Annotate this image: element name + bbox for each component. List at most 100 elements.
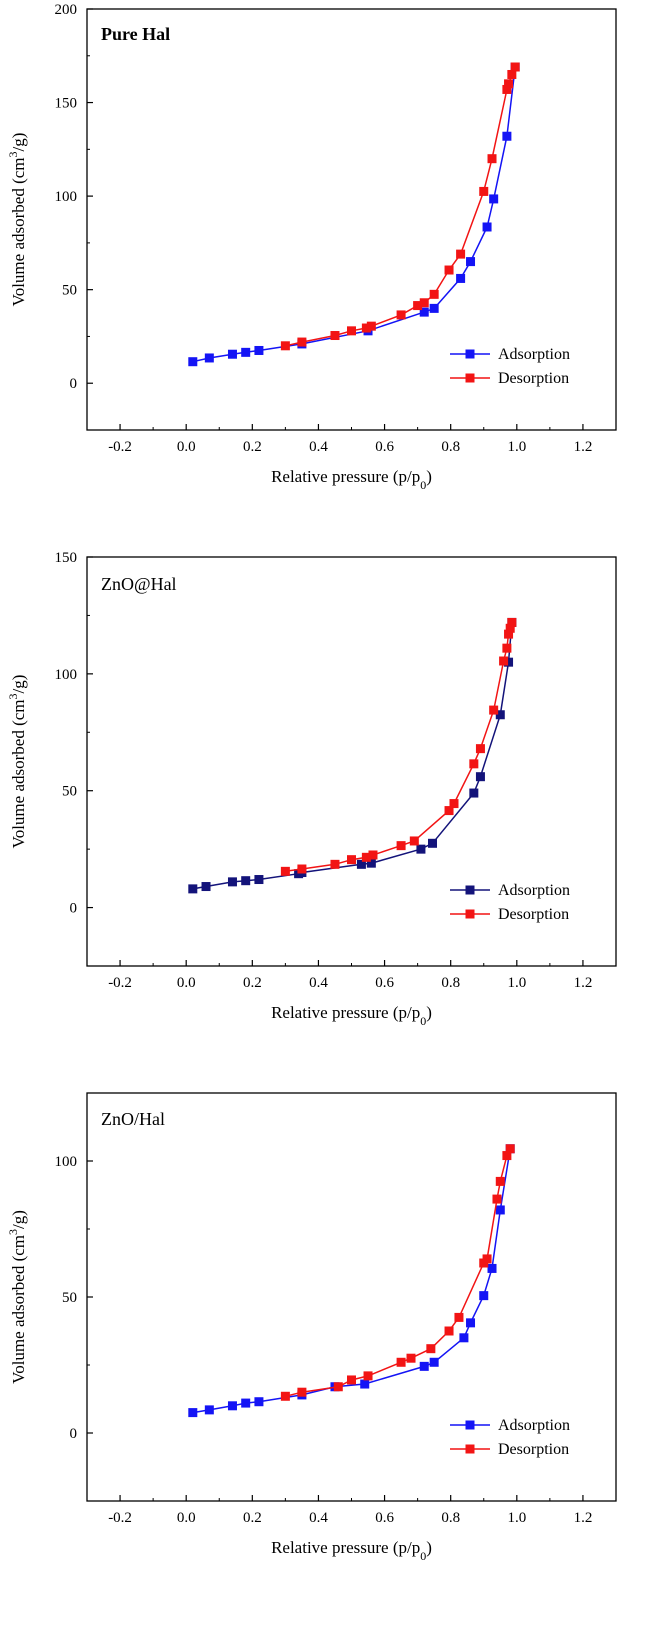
data-point-desorption xyxy=(507,617,517,627)
data-point-desorption xyxy=(507,69,517,79)
y-axis-title-part: Volume adsorbed (cm xyxy=(9,700,28,849)
x-tick-label: 0.4 xyxy=(309,975,328,991)
data-point-desorption xyxy=(297,864,307,874)
x-axis-title-part: ) xyxy=(426,1538,432,1557)
data-point-adsorption xyxy=(466,257,476,267)
data-point-adsorption xyxy=(366,858,376,868)
series-line-adsorption xyxy=(192,622,513,890)
y-tick-label: 50 xyxy=(62,283,77,299)
y-axis-title-part: 3 xyxy=(6,152,20,158)
y-tick-label: 150 xyxy=(55,96,78,112)
data-point-desorption xyxy=(510,62,520,72)
data-point-desorption xyxy=(492,1194,502,1204)
series-line-desorption xyxy=(285,66,516,347)
data-point-adsorption xyxy=(495,1205,505,1215)
data-point-adsorption xyxy=(254,345,264,355)
series-line-desorption xyxy=(285,1148,511,1398)
data-point-adsorption xyxy=(495,710,505,720)
x-tick-label: 0.4 xyxy=(309,1510,328,1526)
data-point-desorption xyxy=(505,623,515,633)
legend-label-desorption: Desorption xyxy=(498,1441,569,1458)
legend-marker-adsorption xyxy=(465,885,475,895)
x-axis-title: Relative pressure (p/p0) xyxy=(271,467,432,492)
data-point-desorption xyxy=(444,1326,454,1336)
data-point-desorption xyxy=(489,705,499,715)
data-point-adsorption xyxy=(227,1401,237,1411)
y-axis-title-part: Volume adsorbed (cm xyxy=(9,1235,28,1384)
x-tick-label: 1.0 xyxy=(507,975,526,991)
chart-panel-1: -0.2 0.0 0.2 0.4 0.6 0.8 1.0 1.2 0 50 100 150 200 Pur… xyxy=(6,2,617,492)
y-axis-title-part: 3 xyxy=(6,694,20,700)
data-point-adsorption xyxy=(429,303,439,313)
x-axis-title-part: 0 xyxy=(420,1014,426,1028)
data-point-desorption xyxy=(361,323,371,333)
series-line-adsorption xyxy=(192,66,516,363)
y-tick-label: 0 xyxy=(70,1426,78,1442)
data-point-adsorption xyxy=(475,772,485,782)
data-point-adsorption xyxy=(188,884,198,894)
data-point-desorption xyxy=(363,1371,373,1381)
data-point-desorption xyxy=(429,289,439,299)
data-point-desorption xyxy=(297,337,307,347)
series-line-adsorption xyxy=(192,1148,511,1414)
y-tick-label: 0 xyxy=(70,901,78,917)
data-point-adsorption xyxy=(428,838,438,848)
x-axis-title-part: Relative pressure (p/p xyxy=(271,1538,420,1557)
x-tick-label: 1.0 xyxy=(507,1510,526,1526)
y-axis-title: Volume adsorbed (cm3/g) xyxy=(6,1210,28,1384)
data-point-desorption xyxy=(413,301,423,311)
data-point-adsorption xyxy=(227,877,237,887)
data-point-desorption xyxy=(502,643,512,653)
data-point-desorption xyxy=(368,850,378,860)
chart-panel-3: -0.2 0.0 0.2 0.4 0.6 0.8 1.0 1.2 0 50 100 ZnO/Hal Re… xyxy=(6,1092,617,1563)
x-tick-label: 0.0 xyxy=(177,975,196,991)
data-point-adsorption xyxy=(419,307,429,317)
data-point-desorption xyxy=(280,341,290,351)
data-point-desorption xyxy=(444,265,454,275)
data-point-adsorption xyxy=(241,347,251,357)
y-axis-title: Volume adsorbed (cm3/g) xyxy=(6,675,28,849)
data-point-desorption xyxy=(487,154,497,164)
data-point-adsorption xyxy=(466,1318,476,1328)
legend-label-desorption: Desorption xyxy=(498,906,569,923)
plot-frame xyxy=(86,556,617,967)
data-point-desorption xyxy=(347,855,356,865)
legend-marker-desorption xyxy=(465,373,475,383)
data-point-desorption xyxy=(419,298,429,308)
legend-label-adsorption: Adsorption xyxy=(498,882,570,899)
data-point-adsorption xyxy=(227,349,237,359)
legend-label-adsorption: Adsorption xyxy=(498,346,570,363)
x-axis-title: Relative pressure (p/p0) xyxy=(271,1538,432,1563)
chart-panel-2: -0.2 0.0 0.2 0.4 0.6 0.8 1.0 1.2 0 50 100 150 ZnO@Ha… xyxy=(6,550,617,1028)
data-point-adsorption xyxy=(241,1398,251,1408)
y-tick-label: 200 xyxy=(55,2,78,18)
legend-marker-desorption xyxy=(465,1444,475,1454)
data-point-adsorption xyxy=(360,1379,370,1389)
x-tick-label: -0.2 xyxy=(108,1510,132,1526)
x-axis-title-part: ) xyxy=(426,467,432,486)
data-point-desorption xyxy=(479,186,489,196)
data-point-adsorption xyxy=(487,1263,497,1273)
data-point-adsorption xyxy=(459,1333,469,1343)
x-tick-label: 0.0 xyxy=(177,1510,196,1526)
data-point-desorption xyxy=(502,1151,512,1161)
legend-marker-desorption xyxy=(465,909,475,919)
data-point-adsorption xyxy=(504,657,514,667)
data-point-desorption xyxy=(333,1382,343,1392)
x-tick-label: 0.6 xyxy=(375,439,394,455)
data-point-adsorption xyxy=(469,788,479,798)
data-point-desorption xyxy=(280,866,290,876)
data-point-desorption xyxy=(449,799,459,809)
data-point-adsorption xyxy=(241,876,251,886)
data-point-adsorption xyxy=(204,353,214,363)
data-point-desorption xyxy=(330,331,340,341)
y-tick-label: 100 xyxy=(55,189,78,205)
x-tick-label: 0.8 xyxy=(441,975,460,991)
x-tick-label: 1.0 xyxy=(507,439,526,455)
data-point-desorption xyxy=(502,84,512,94)
x-tick-label: 1.2 xyxy=(574,439,593,455)
data-point-desorption xyxy=(366,321,376,331)
x-axis-title-part: 0 xyxy=(420,478,426,492)
plot-frame xyxy=(86,1092,617,1502)
